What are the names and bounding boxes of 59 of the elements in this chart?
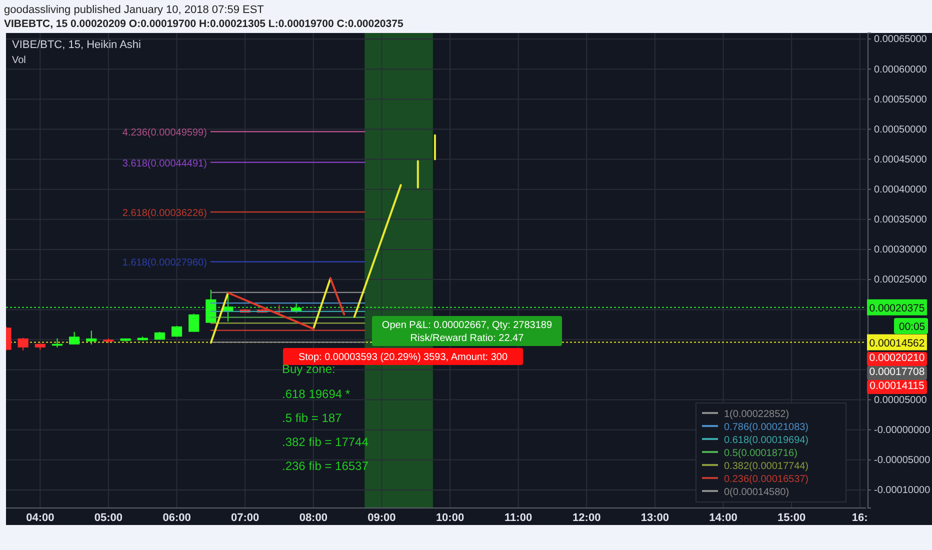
y-tick-label: -0.00005000	[874, 455, 931, 466]
legend-label: 0.236(0.00016537)	[724, 474, 809, 485]
legend-label: 0(0.00014580)	[724, 487, 790, 498]
annotation: Risk/Reward Ratio: 22.47	[410, 333, 524, 344]
annotation: .5 fib = 187	[282, 411, 342, 425]
y-tick-label: 0.00060000	[874, 64, 928, 76]
y-tick-label: 0.00025000	[874, 274, 928, 286]
annotation: Buy zone:	[282, 362, 336, 376]
annotation: Stop: 0.00003593 (20.29%) 3593, Amount: 300	[298, 352, 508, 363]
x-tick-label: 07:00	[231, 512, 260, 524]
y-tick-label: -0.00000000	[874, 425, 931, 436]
annotation: .236 fib = 16537	[282, 459, 369, 473]
y-tick-label: 0.00050000	[874, 124, 928, 136]
chart-subtitle: VIBEBTC, 15 0.00020209 O:0.00019700 H:0.00021305 L:0.00019700 C:0.00020375	[4, 18, 404, 30]
series-label: 1.618(0.00027960)	[122, 258, 207, 269]
x-tick-label: 04:00	[26, 512, 54, 524]
series-label: 4.236(0.00049599)	[122, 128, 207, 139]
x-tick-label: 05:00	[94, 512, 123, 524]
y-tick-label: 0.00055000	[874, 94, 928, 106]
candlestick	[69, 331, 80, 345]
legend-label: 1(0.00022852)	[724, 409, 790, 420]
text: 0.00017708	[869, 366, 925, 378]
x-tick-label: 08:00	[299, 512, 328, 524]
y-tick-label: 0.00065000	[874, 34, 928, 46]
y-tick-label: 0.00045000	[874, 154, 928, 166]
annotation: .618 19694 *	[282, 387, 350, 401]
text: 0.00020210	[869, 352, 925, 364]
legend-label: 0.786(0.00021083)	[724, 422, 809, 433]
ref-line-label: 0.00014562	[869, 337, 925, 350]
x-tick-label: 13:00	[640, 512, 669, 524]
annotation: Vol	[12, 55, 26, 66]
x-tick-label: 09:00	[368, 512, 396, 524]
legend-label: 0.382(0.00017744)	[724, 461, 809, 472]
x-tick-label: 11:00	[504, 512, 532, 524]
x-tick-label: 15:00	[777, 512, 806, 524]
legend-label: 0.5(0.00018716)	[724, 448, 798, 459]
x-tick-label: 16:	[852, 512, 868, 524]
text: 0.00014115	[870, 380, 925, 392]
candlestick	[86, 330, 97, 345]
text: 00:05	[898, 321, 926, 333]
annotation: VIBE/BTC, 15, Heikin Ashi	[12, 39, 141, 51]
y-tick-label: 0.00030000	[874, 244, 928, 256]
y-tick-label: -0.00010000	[874, 485, 931, 496]
legend-label: 0.618(0.00019694)	[724, 435, 809, 446]
series-label: 3.618(0.00044491)	[122, 158, 207, 170]
y-tick-label: 0.00040000	[874, 184, 928, 196]
x-tick-label: 14:00	[709, 512, 738, 524]
x-tick-label: 10:00	[436, 512, 464, 524]
x-tick-label: 06:00	[162, 512, 191, 524]
y-tick-label: 0.00035000	[874, 214, 928, 226]
candlestick	[18, 337, 28, 351]
x-tick-label: 12:00	[572, 512, 601, 524]
annotation: Open P&L: 0.00002667, Qty: 2783189	[382, 320, 552, 331]
series-label: 2.618(0.00036226)	[122, 208, 207, 220]
chart-title: goodassliving published January 10, 2018 07:59 EST	[4, 4, 264, 16]
annotation: .382 fib = 17744	[282, 435, 369, 449]
candlestick	[188, 313, 200, 332]
y-tick-label: 0.00005000	[874, 394, 928, 406]
ref-line-label: 0.00020375	[869, 302, 925, 314]
